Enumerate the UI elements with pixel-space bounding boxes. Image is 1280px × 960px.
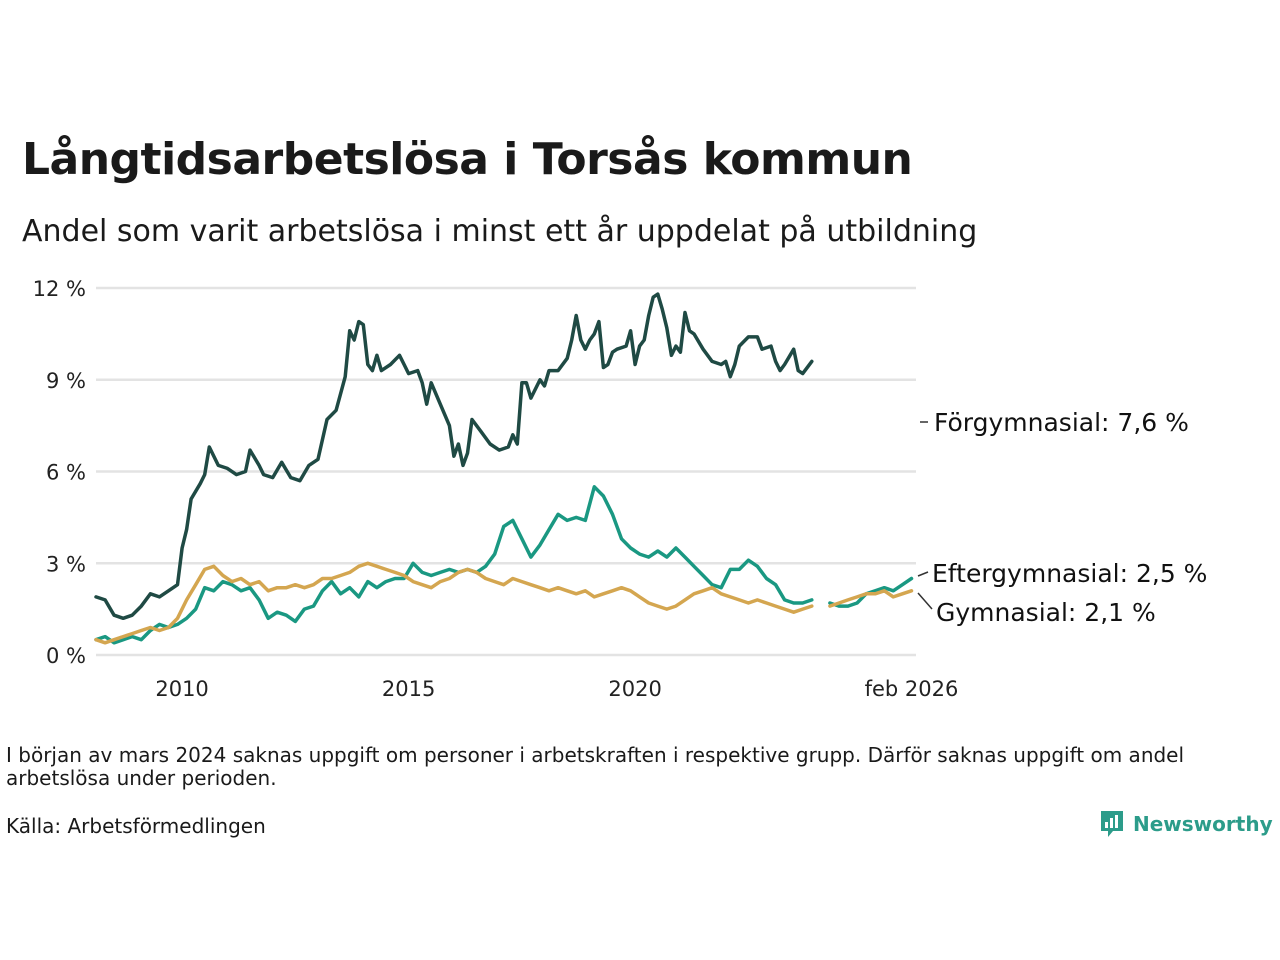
series-label-eftergymnasial: Eftergymnasial: 2,5 % [932,559,1207,588]
line-chart: 0 % 3 % 6 % 9 % 12 % 2010 2015 2020 feb 2026 Fö… [33,277,1208,701]
series-label-förgymnasial: Förgymnasial: 7,6 % [934,408,1189,437]
y-tick-label: 12 % [33,277,86,301]
y-tick-label: 3 % [46,552,86,576]
x-tick-label: 2010 [155,677,208,701]
x-axis-ticks: 2010 2015 2020 feb 2026 [155,677,958,701]
series-line-gymnasial [94,561,914,645]
series-label-gymnasial: Gymnasial: 2,1 % [936,598,1156,627]
newsworthy-logo[interactable]: Newsworthy [1099,808,1273,840]
newsworthy-logo-icon [1101,811,1123,837]
x-tick-label: feb 2026 [865,677,959,701]
x-tick-label: 2020 [608,677,661,701]
label-leader [917,571,929,577]
series-lines [94,292,914,645]
y-tick-label: 0 % [46,644,86,668]
footnote: I början av mars 2024 saknas uppgift om … [6,743,1185,790]
y-tick-label: 9 % [46,369,86,393]
y-tick-label: 6 % [46,461,86,485]
newsworthy-logo-text: Newsworthy [1133,812,1273,836]
gridlines [96,286,916,657]
source-text: Källa: Arbetsförmedlingen [6,814,266,838]
series-labels: Förgymnasial: 7,6 % Eftergymnasial: 2,5 %… [917,408,1207,627]
series-line-förgymnasial [94,292,814,621]
x-tick-label: 2015 [382,677,435,701]
y-axis-ticks: 0 % 3 % 6 % 9 % 12 % [33,277,86,668]
label-leader [917,592,933,610]
chart-subtitle: Andel som varit arbetslösa i minst ett å… [22,214,978,249]
chart-title: Långtidsarbetslösa i Torsås kommun [22,134,913,185]
series-line-eftergymnasial [94,485,914,645]
